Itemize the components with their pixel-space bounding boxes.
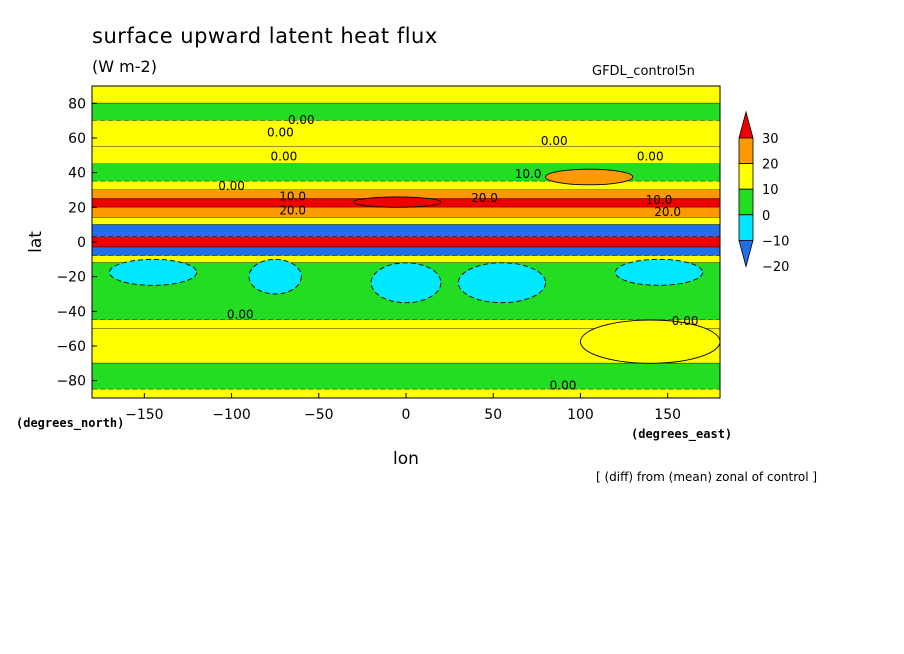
- x-axis-label: lon: [393, 449, 419, 469]
- anomaly-patch-5: [457, 262, 547, 304]
- colorbar-segment-0: [738, 137, 754, 165]
- x-tick-label-0: −150: [125, 407, 163, 423]
- contour-label-8: 20.0: [471, 191, 498, 205]
- contour-label-2: 0.00: [271, 150, 298, 164]
- x-tick-label-3: 0: [402, 407, 411, 423]
- colorbar-label-2: 10: [762, 183, 779, 198]
- y-tick-label-0: 80: [68, 96, 86, 112]
- anomaly-patch-0: [353, 196, 442, 208]
- colorbar-segment-3: [738, 214, 754, 241]
- x-units-label: (degrees_east): [631, 427, 732, 442]
- anomaly-patch-1: [545, 168, 634, 186]
- contour-label-12: 0.00: [227, 307, 254, 321]
- y-axis-label: lat: [26, 231, 46, 253]
- y-tick-label-2: 40: [68, 166, 86, 182]
- y-tick-label-6: −40: [56, 304, 86, 320]
- colorbar-label-3: 0: [762, 209, 770, 224]
- anomaly-patch-6: [614, 258, 704, 286]
- lat-band-6: [92, 190, 720, 199]
- contour-label-6: 10.0: [279, 189, 306, 203]
- lat-band-13: [92, 255, 720, 263]
- y-tick-label-5: −20: [56, 270, 86, 286]
- colorbar-label-1: 20: [762, 158, 779, 173]
- colorbar: 30 20 10 0 −10 −20: [738, 110, 789, 275]
- contour-label-1: 0.00: [267, 125, 294, 139]
- colorbar-segment-1: [738, 163, 754, 190]
- colorbar-label-0: 30: [762, 132, 779, 147]
- x-axis: −150 −100 −50 0 50 100 150: [125, 393, 681, 423]
- colorbar-extend-top: [738, 110, 754, 139]
- lat-band-0: [92, 86, 720, 104]
- lat-band-17: [92, 363, 720, 390]
- x-tick-label-5: 100: [567, 407, 594, 423]
- chart-title: surface upward latent heat flux: [92, 24, 438, 48]
- plot-area: 0.000.000.000.000.000.0010.020.020.010.0…: [92, 86, 720, 398]
- colorbar-segment-2: [738, 188, 754, 216]
- diff-note: [ (diff) from (mean) zonal of control ]: [596, 470, 818, 484]
- lat-band-8: [92, 207, 720, 218]
- colorbar-extend-bottom: [738, 239, 754, 268]
- contour-label-10: 10.0: [646, 193, 673, 207]
- contour-label-7: 20.0: [279, 203, 306, 217]
- colorbar-label-4: −10: [762, 234, 789, 249]
- contour-label-14: 0.00: [550, 378, 577, 392]
- contour-label-5: 0.00: [637, 150, 664, 164]
- lat-band-12: [92, 247, 720, 256]
- chart-units: (W m-2): [92, 57, 157, 76]
- y-tick-label-3: 20: [68, 200, 86, 216]
- y-tick-label-7: −60: [56, 339, 86, 355]
- x-tick-label-4: 50: [484, 407, 502, 423]
- contour-label-9: 10.0: [515, 167, 542, 181]
- contour-label-11: 20.0: [654, 205, 681, 219]
- contour-label-4: 0.00: [541, 134, 568, 148]
- y-tick-label-8: −80: [56, 374, 86, 390]
- lat-band-5: [92, 181, 720, 190]
- lat-band-2: [92, 120, 720, 147]
- colorbar-label-5: −20: [762, 260, 789, 275]
- x-tick-label-1: −100: [212, 407, 250, 423]
- y-units-label: (degrees_north): [16, 416, 124, 431]
- y-tick-label-1: 60: [68, 131, 86, 147]
- contour-label-0: 0.00: [288, 113, 315, 127]
- lat-band-3: [92, 146, 720, 164]
- contour-label-3: 0.00: [218, 179, 245, 193]
- lat-band-15: [92, 320, 720, 329]
- anomaly-patch-2: [108, 258, 198, 286]
- lat-band-9: [92, 217, 720, 225]
- model-label: GFDL_control5n: [592, 64, 695, 79]
- y-axis: 80 60 40 20 0 −20 −40 −60 −80: [56, 96, 97, 390]
- anomaly-patch-7: [580, 319, 720, 364]
- x-tick-label-2: −50: [304, 407, 334, 423]
- anomaly-patch-3: [248, 258, 302, 295]
- lat-band-11: [92, 236, 720, 248]
- lat-band-1: [92, 103, 720, 121]
- lat-band-10: [92, 224, 720, 237]
- x-tick-label-6: 150: [654, 407, 681, 423]
- contour-label-13: 0.00: [672, 314, 699, 328]
- y-tick-label-4: 0: [77, 235, 86, 251]
- anomaly-patch-4: [370, 262, 442, 304]
